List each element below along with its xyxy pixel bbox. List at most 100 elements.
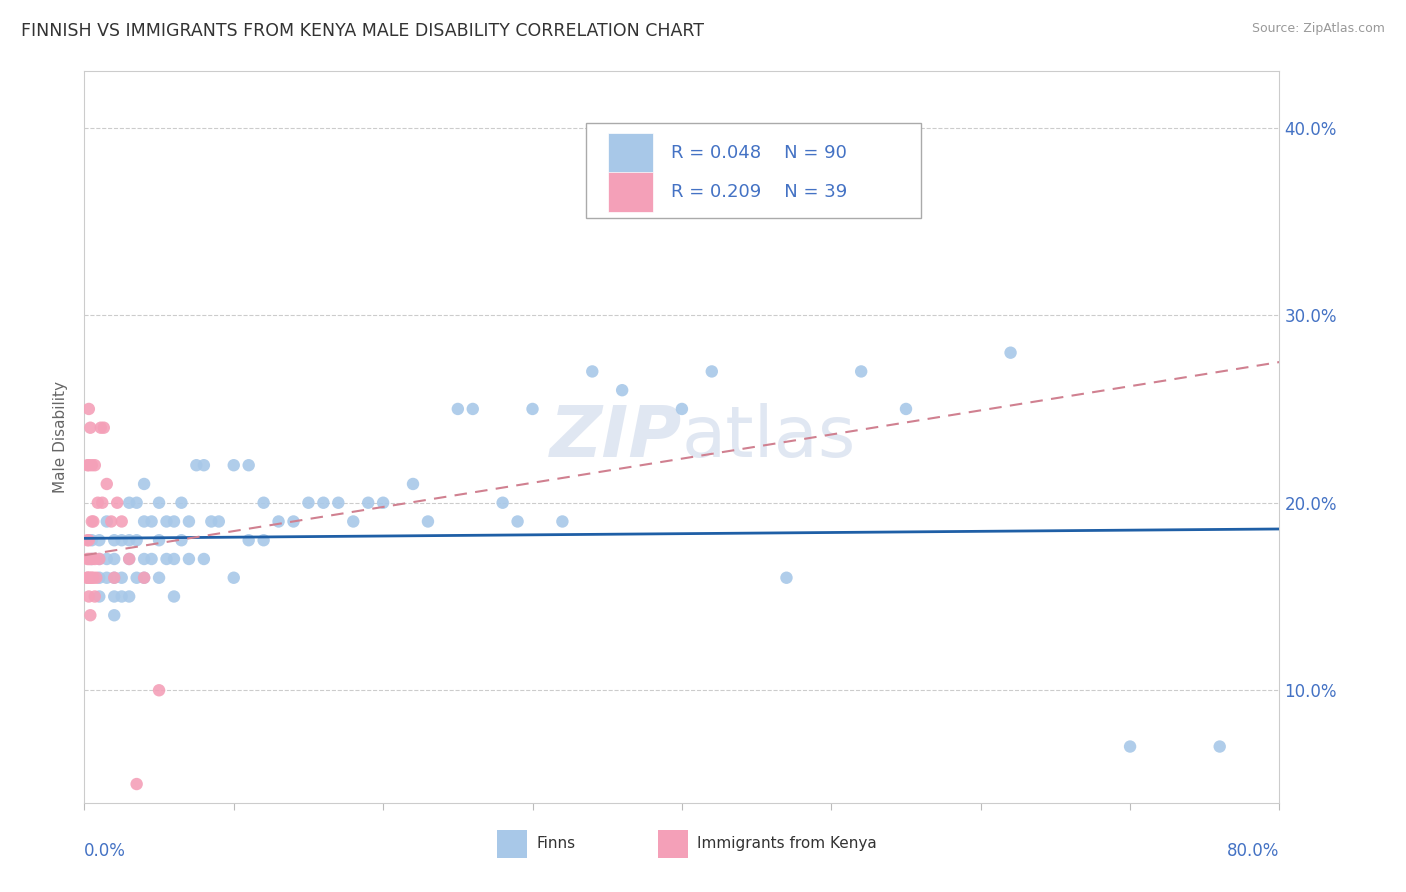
Point — [125, 571, 148, 585]
Point — [80, 458, 103, 473]
Point — [297, 496, 319, 510]
Point — [402, 477, 425, 491]
Point — [141, 552, 163, 566]
Text: R = 0.048    N = 90: R = 0.048 N = 90 — [671, 145, 846, 162]
Point — [79, 552, 101, 566]
Text: R = 0.209    N = 39: R = 0.209 N = 39 — [671, 183, 848, 201]
Point — [141, 515, 163, 529]
Point — [125, 496, 148, 510]
Bar — [607, 133, 654, 173]
Point — [118, 552, 141, 566]
Point — [170, 496, 193, 510]
Point — [163, 552, 186, 566]
Point — [1000, 345, 1022, 359]
FancyBboxPatch shape — [586, 122, 921, 218]
Point — [132, 552, 156, 566]
Point — [132, 515, 156, 529]
Point — [492, 496, 515, 510]
Point — [193, 458, 215, 473]
Point — [96, 515, 118, 529]
Point — [118, 552, 141, 566]
Point — [328, 496, 350, 510]
Point — [200, 515, 222, 529]
Point — [283, 515, 305, 529]
Point — [77, 552, 100, 566]
Point — [79, 571, 101, 585]
Point — [105, 496, 128, 510]
Point — [731, 158, 754, 172]
Text: Source: ZipAtlas.com: Source: ZipAtlas.com — [1251, 22, 1385, 36]
Point — [89, 571, 111, 585]
Point — [222, 458, 245, 473]
Point — [1119, 739, 1142, 754]
Point — [522, 401, 544, 416]
Point — [89, 533, 111, 548]
Point — [238, 458, 260, 473]
Point — [551, 515, 574, 529]
Point — [155, 515, 177, 529]
Point — [506, 515, 529, 529]
Point — [671, 401, 693, 416]
Point — [82, 571, 104, 585]
Point — [90, 420, 112, 434]
Point — [373, 496, 395, 510]
Point — [80, 571, 103, 585]
Bar — [658, 830, 688, 858]
Point — [96, 552, 118, 566]
Bar — [496, 830, 527, 858]
Text: 0.0%: 0.0% — [84, 842, 127, 860]
Point — [894, 401, 917, 416]
Point — [118, 590, 141, 604]
Point — [79, 608, 101, 623]
Point — [357, 496, 380, 510]
Point — [87, 496, 110, 510]
Point — [89, 552, 111, 566]
Point — [96, 571, 118, 585]
Point — [96, 477, 118, 491]
Point — [132, 571, 156, 585]
Point — [267, 515, 290, 529]
Point — [851, 364, 873, 378]
Point — [125, 777, 148, 791]
Point — [238, 533, 260, 548]
Point — [111, 571, 134, 585]
Point — [163, 515, 186, 529]
Point — [89, 590, 111, 604]
Point — [76, 533, 98, 548]
Point — [93, 420, 115, 434]
Point — [342, 515, 364, 529]
Point — [82, 515, 104, 529]
Point — [76, 458, 98, 473]
Point — [76, 552, 98, 566]
Point — [461, 401, 484, 416]
Point — [1209, 739, 1232, 754]
Point — [581, 364, 603, 378]
Point — [177, 515, 200, 529]
Text: FINNISH VS IMMIGRANTS FROM KENYA MALE DISABILITY CORRELATION CHART: FINNISH VS IMMIGRANTS FROM KENYA MALE DI… — [21, 22, 704, 40]
Point — [148, 533, 170, 548]
Point — [76, 571, 98, 585]
Point — [80, 552, 103, 566]
Point — [163, 590, 186, 604]
Point — [89, 552, 111, 566]
Point — [83, 590, 105, 604]
Y-axis label: Male Disability: Male Disability — [53, 381, 69, 493]
Point — [118, 533, 141, 548]
Point — [76, 571, 98, 585]
Point — [155, 552, 177, 566]
Point — [222, 571, 245, 585]
Point — [148, 683, 170, 698]
Point — [103, 533, 125, 548]
Text: atlas: atlas — [682, 402, 856, 472]
Point — [100, 515, 122, 529]
Point — [86, 571, 108, 585]
Point — [111, 515, 134, 529]
Point — [118, 496, 141, 510]
Text: 80.0%: 80.0% — [1227, 842, 1279, 860]
Point — [700, 364, 723, 378]
Point — [80, 515, 103, 529]
Point — [177, 552, 200, 566]
Bar — [607, 172, 654, 212]
Point — [77, 590, 100, 604]
Point — [77, 533, 100, 548]
